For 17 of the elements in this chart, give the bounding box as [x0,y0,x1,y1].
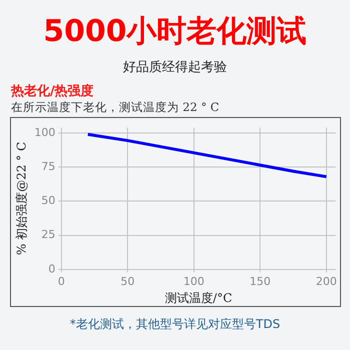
x-tick-label: 150 [250,274,271,288]
y-axis-title: % 初始强度@22 ° C [14,142,28,256]
x-axis-title: 测试温度/°C [164,290,232,305]
y-tick-label: 0 [48,262,56,276]
x-tick-label: 0 [58,274,65,288]
text: 在所示温度下老化，测试温度为 22 ° C [11,100,220,115]
x-tick-label: 200 [316,274,337,288]
text: *老化测试，其他型号详见对应型号TDS [68,316,282,333]
chart-subtitle: 好品质经得起考验 [122,59,228,76]
y-tick-label: 50 [41,194,56,208]
y-tick-label: 75 [41,160,56,173]
x-tick-label: 100 [183,274,204,288]
x-tick-label: 50 [120,274,135,288]
y-tick-label: 25 [41,228,56,242]
chart-title: 5000小时老化测试 [42,14,308,50]
text: 热老化/热强度 [11,82,94,100]
y-tick-label: 100 [34,126,56,139]
